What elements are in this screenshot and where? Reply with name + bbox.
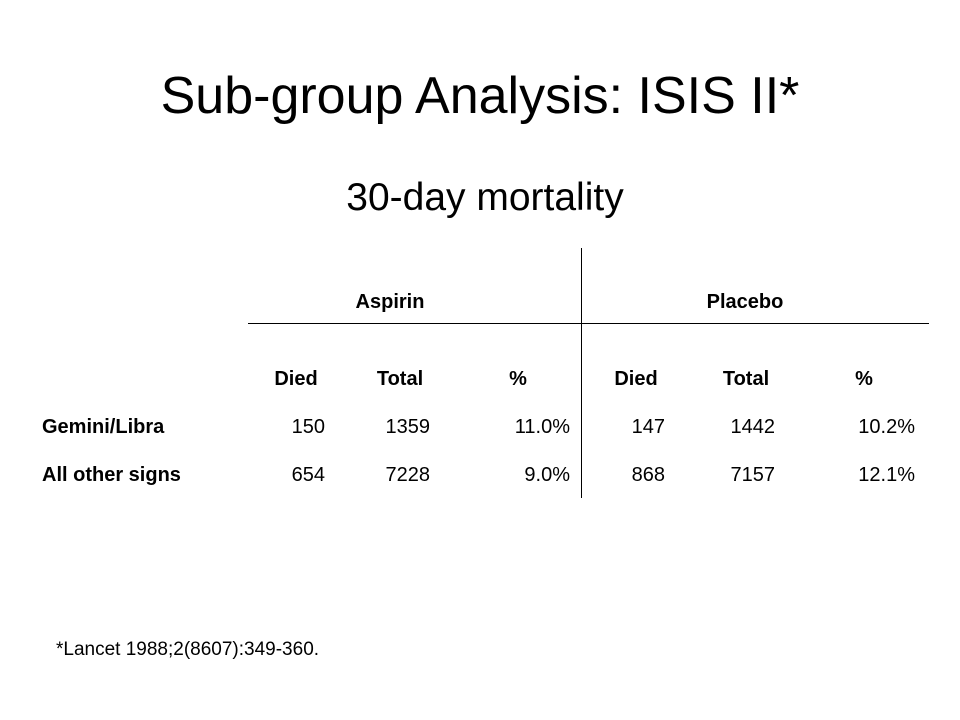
table-cell: 1359: [385, 416, 431, 438]
row-label-all-other-signs: All other signs: [42, 464, 181, 486]
table-cell: 7157: [730, 464, 776, 486]
table-cell: 654: [291, 464, 325, 486]
table-cell: 147: [631, 416, 665, 438]
table-cell: 9.0%: [524, 464, 570, 486]
column-header-placebo-total: Total: [722, 368, 770, 390]
column-header-aspirin-total: Total: [376, 368, 424, 390]
column-header-placebo-percent: %: [855, 368, 873, 390]
table-cell: 10.2%: [858, 416, 915, 438]
column-header-aspirin-percent: %: [509, 368, 527, 390]
table-cell: 11.0%: [514, 416, 570, 438]
column-header-placebo-died: Died: [614, 368, 658, 390]
footnote-citation: *Lancet 1988;2(8607):349-360.: [56, 639, 320, 660]
slide-subtitle: 30-day mortality: [346, 176, 624, 219]
row-label-gemini-libra: Gemini/Libra: [42, 416, 165, 438]
group-header-placebo: Placebo: [706, 291, 784, 313]
table-cell: 7228: [385, 464, 431, 486]
group-header-aspirin: Aspirin: [355, 291, 425, 313]
table-cell: 150: [291, 416, 325, 438]
table-cell: 1442: [730, 416, 776, 438]
column-header-aspirin-died: Died: [274, 368, 318, 390]
slide-title: Sub-group Analysis: ISIS II*: [160, 67, 800, 125]
table-cell: 12.1%: [858, 464, 915, 486]
table-divider-vertical: [581, 248, 582, 498]
table-divider-horizontal: [248, 323, 929, 324]
table-cell: 868: [631, 464, 665, 486]
